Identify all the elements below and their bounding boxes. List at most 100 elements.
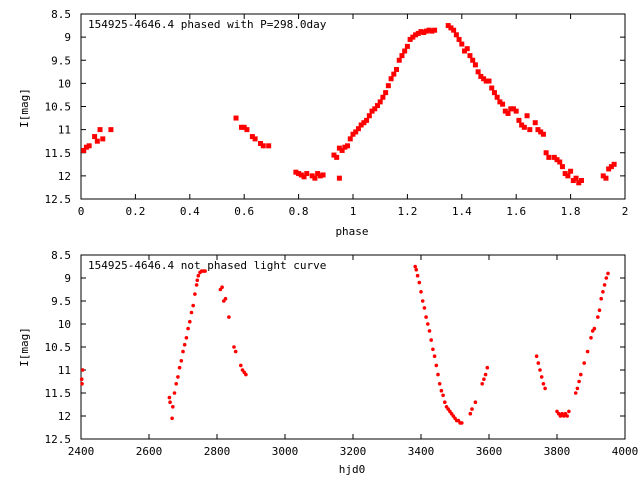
unphased-data-point xyxy=(191,303,195,308)
phased-data-point xyxy=(543,150,549,156)
phased-data-point xyxy=(606,166,612,172)
unphased-data-point xyxy=(579,372,583,377)
unphased-light-curve-chart: 2400 2600 2800 3000 3200 3400 3600 3800 4000 8.5 9… xyxy=(18,249,638,476)
unphased-data-point xyxy=(468,411,473,416)
unphased-data-point xyxy=(186,326,190,331)
unphased-data-point xyxy=(538,368,542,372)
unphased-data-point xyxy=(419,290,423,294)
phased-data-point xyxy=(396,57,402,63)
unphased-data-point xyxy=(195,278,200,283)
phased-data-point xyxy=(538,129,544,135)
unphased-data-point xyxy=(597,308,602,313)
phased-chart-title: 154925-4646.4 phased with P=298.0day xyxy=(88,18,327,31)
unphased-data-point xyxy=(182,342,187,347)
phased-data-point xyxy=(415,30,421,36)
unphased-y-tick-label: 11 xyxy=(58,364,71,377)
unphased-data-point xyxy=(80,368,85,372)
phased-data-point xyxy=(445,23,451,29)
phased-data-point xyxy=(568,168,574,174)
phased-data-point xyxy=(244,127,250,133)
unphased-data-point xyxy=(80,382,84,386)
phased-data-point xyxy=(603,175,609,181)
phased-x-tick-label: 0.6 xyxy=(234,205,254,218)
phased-data-point xyxy=(456,36,462,42)
unphased-data-point xyxy=(575,386,580,391)
unphased-data-point xyxy=(539,375,544,379)
phased-data-point xyxy=(86,143,92,149)
phased-y-tick-label: 11.5 xyxy=(45,147,72,160)
phased-data-point xyxy=(100,136,106,142)
phased-data-point xyxy=(304,171,310,177)
unphased-data-point xyxy=(424,315,428,319)
phased-data-point xyxy=(475,69,481,75)
unphased-data-point xyxy=(565,414,569,418)
phased-data-point xyxy=(383,90,389,96)
phased-x-tick-label: 1.6 xyxy=(506,205,526,218)
phased-data-point xyxy=(320,172,326,178)
unphased-x-tick-label: 2800 xyxy=(204,445,231,458)
unphased-x-tick-label: 3600 xyxy=(476,445,503,458)
unphased-data-point xyxy=(482,377,486,382)
phased-data-point xyxy=(470,57,476,63)
unphased-data-point xyxy=(470,407,474,411)
unphased-data-point xyxy=(443,400,447,405)
unphased-data-point xyxy=(426,322,430,326)
phased-data-point xyxy=(472,62,478,68)
phased-data-point xyxy=(309,173,315,179)
phased-data-point xyxy=(339,147,345,153)
unphased-data-point xyxy=(79,377,84,382)
unphased-data-point xyxy=(543,386,547,391)
phased-data-point xyxy=(364,117,370,123)
unphased-data-point xyxy=(413,264,418,269)
unphased-data-point xyxy=(427,329,432,333)
unphased-plot-frame xyxy=(80,254,626,440)
unphased-data-point xyxy=(414,267,419,272)
unphased-x-tick-label: 3000 xyxy=(272,445,299,458)
unphased-data-point xyxy=(601,290,605,294)
unphased-data-point xyxy=(227,315,231,319)
phased-data-point xyxy=(432,27,438,33)
unphased-data-point xyxy=(194,283,199,287)
unphased-data-point xyxy=(167,395,172,400)
phased-x-axis-label: phase xyxy=(335,225,368,238)
phased-data-point xyxy=(502,108,508,114)
unphased-data-point xyxy=(176,375,180,379)
phased-data-point xyxy=(399,53,405,59)
phased-data-point xyxy=(336,145,342,151)
phased-data-point xyxy=(467,53,473,59)
phased-data-point xyxy=(573,175,579,181)
unphased-data-point xyxy=(434,363,439,368)
unphased-data-point xyxy=(606,271,610,276)
unphased-data-point xyxy=(485,365,490,370)
phased-data-point xyxy=(459,41,465,47)
phased-data-point xyxy=(347,136,353,142)
phased-x-tick-label: 0.8 xyxy=(289,205,309,218)
unphased-data-point xyxy=(189,310,194,315)
unphased-y-tick-label: 10.5 xyxy=(45,341,72,354)
phased-data-point xyxy=(570,178,576,183)
phased-x-tick-label: 1.4 xyxy=(452,205,472,218)
unphased-chart-title: 154925-4646.4 not phased light curve xyxy=(88,259,326,272)
phased-data-point xyxy=(345,143,351,149)
phased-plot-frame xyxy=(80,13,626,200)
phased-data-point xyxy=(483,78,489,84)
unphased-y-tick-label: 9 xyxy=(64,272,71,285)
phased-data-point xyxy=(374,103,380,109)
phased-data-point xyxy=(451,27,457,33)
unphased-x-tick-label: 2600 xyxy=(136,445,163,458)
phased-data-point xyxy=(407,36,413,42)
phased-data-point xyxy=(516,117,522,123)
phased-data-point xyxy=(369,108,375,114)
phased-x-tick-label: 1.8 xyxy=(561,205,581,218)
phased-data-point xyxy=(266,143,272,149)
unphased-axis-ticks: 2400 2600 2800 3000 3200 3400 3600 3800 4000 8.5 9… xyxy=(45,249,639,458)
phased-data-point xyxy=(600,173,606,179)
phased-data-point xyxy=(336,175,342,181)
phased-data-point xyxy=(92,134,98,140)
phased-y-tick-label: 9.5 xyxy=(51,54,71,67)
phased-data-point xyxy=(252,136,258,142)
phased-data-point xyxy=(608,164,614,170)
phased-data-point xyxy=(429,28,435,34)
phased-data-point xyxy=(554,157,560,163)
